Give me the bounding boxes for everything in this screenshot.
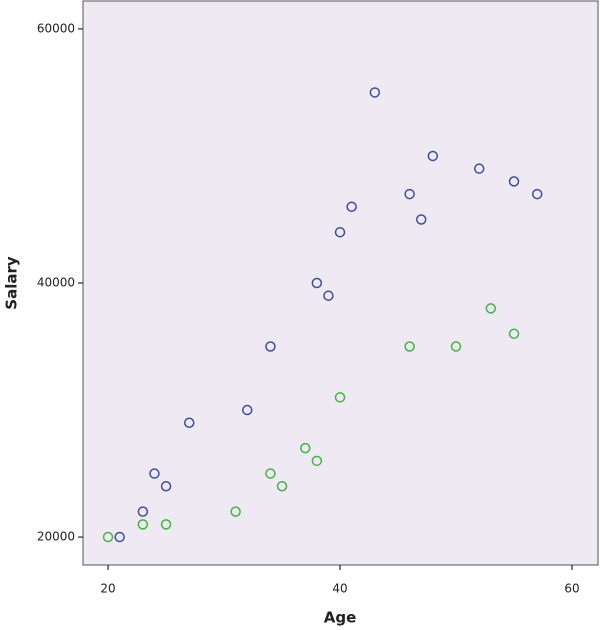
point xyxy=(149,468,160,479)
point xyxy=(473,163,485,174)
point xyxy=(323,290,334,301)
point xyxy=(265,468,276,479)
point xyxy=(114,531,125,543)
y-tick-label: 40000 xyxy=(37,276,75,290)
x-tick-label: 60 xyxy=(564,582,579,596)
point xyxy=(137,506,149,517)
point xyxy=(183,417,195,428)
point xyxy=(427,150,439,162)
point xyxy=(276,480,288,492)
point xyxy=(404,188,415,200)
point xyxy=(265,341,276,352)
point xyxy=(311,455,323,467)
x-tick-label: 20 xyxy=(100,582,115,596)
point xyxy=(369,87,381,98)
point xyxy=(102,531,114,543)
point xyxy=(531,188,543,200)
point xyxy=(415,214,427,225)
point xyxy=(346,201,357,213)
x-tick-label: 40 xyxy=(332,582,347,596)
point xyxy=(334,392,346,403)
point xyxy=(241,404,253,416)
point xyxy=(450,341,462,352)
point xyxy=(334,226,346,238)
y-axis-title: Salary xyxy=(3,256,21,310)
plot-area xyxy=(82,0,599,566)
point xyxy=(299,442,311,454)
point xyxy=(508,328,520,340)
point xyxy=(230,506,241,517)
point xyxy=(311,277,323,289)
point xyxy=(508,176,520,187)
point xyxy=(485,303,497,314)
y-tick-label: 20000 xyxy=(37,530,75,544)
y-tick-label: 60000 xyxy=(37,21,75,35)
point xyxy=(404,341,415,352)
point xyxy=(160,519,172,530)
point xyxy=(137,519,149,530)
point xyxy=(160,480,172,492)
x-axis-title: Age xyxy=(324,609,357,627)
